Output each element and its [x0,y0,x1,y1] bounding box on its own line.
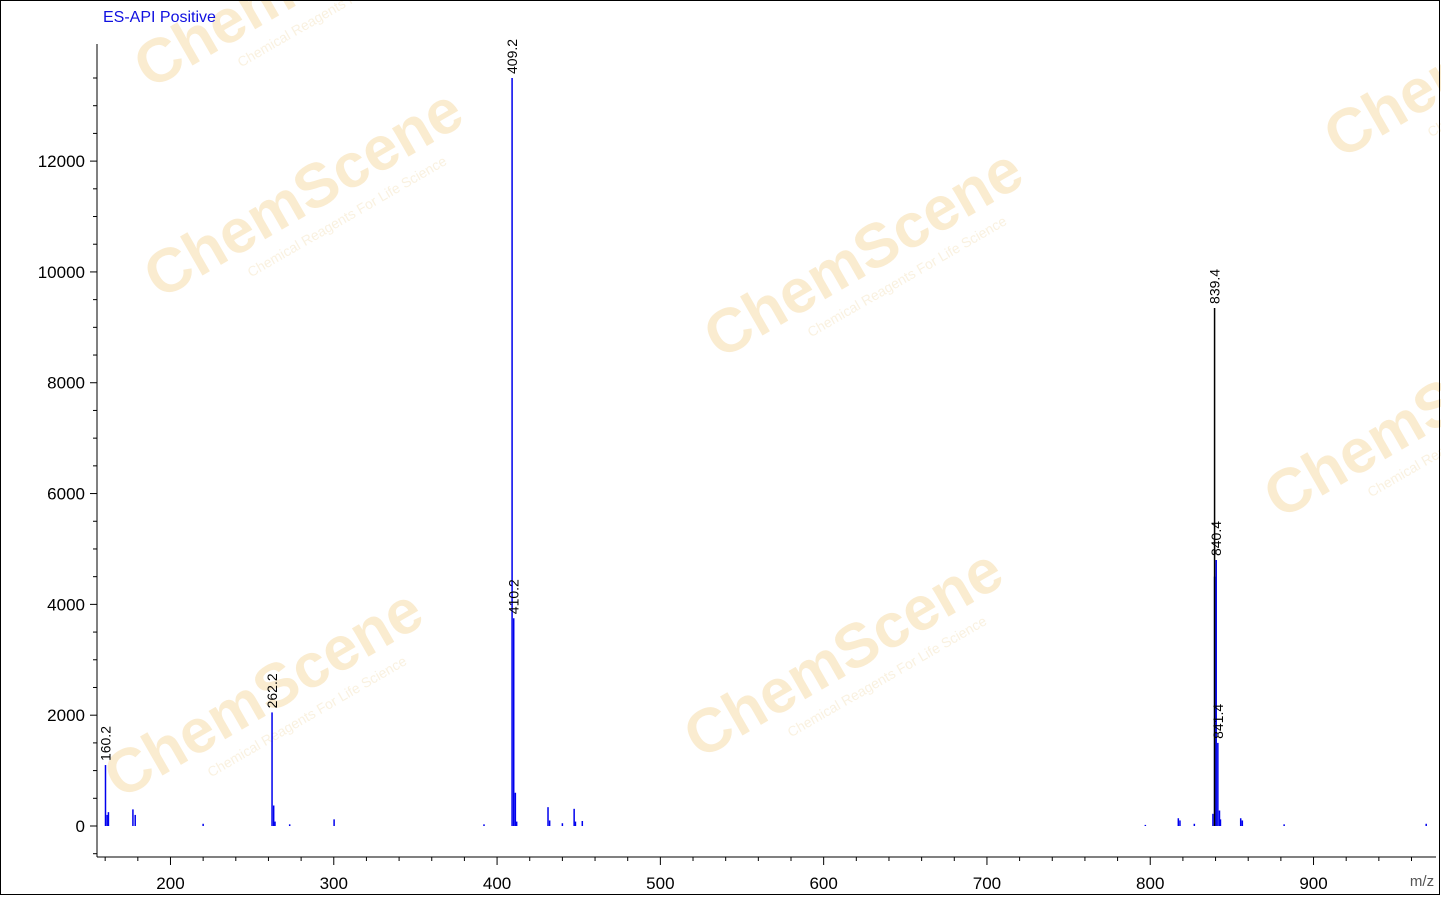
x-tick-label: 600 [809,874,837,893]
axes: 0 2000 4000 6000 8000 10000 12000 200 300 400 500 6… [38,44,1436,893]
x-tick-label: 300 [320,874,348,893]
y-tick-label: 10000 [38,263,85,282]
y-tick-label: 6000 [47,485,85,504]
x-tick-label: 700 [973,874,1001,893]
peak-label: 841.4 [1210,704,1226,739]
x-tick-label: 500 [646,874,674,893]
peak-label: 840.4 [1208,521,1224,556]
peak-label: 160.2 [97,726,113,761]
y-tick-label: 0 [76,817,85,836]
y-tick-label: 4000 [47,595,85,614]
x-tick-label: 200 [156,874,184,893]
peak-label: 410.2 [506,579,522,614]
y-tick-label: 12000 [38,152,85,171]
chart-title: ES-API Positive [103,9,216,27]
peak-label: 839.4 [1207,269,1223,304]
watermark-brand: ChemScene [1313,0,1441,172]
y-tick-label: 2000 [47,706,85,725]
watermark-brand: ChemScene [133,75,475,312]
watermark-brand: ChemScene [693,135,1035,372]
watermark-brand: ChemScene [1253,295,1441,532]
x-tick-label: 900 [1299,874,1327,893]
y-tick-label: 8000 [47,374,85,393]
watermark-brand: ChemScene [673,535,1015,772]
peak-label: 409.2 [504,39,520,74]
peak-label: 262.2 [264,673,280,708]
x-axis-label: m/z [1410,873,1434,890]
x-tick-label: 800 [1136,874,1164,893]
x-tick-label: 400 [483,874,511,893]
